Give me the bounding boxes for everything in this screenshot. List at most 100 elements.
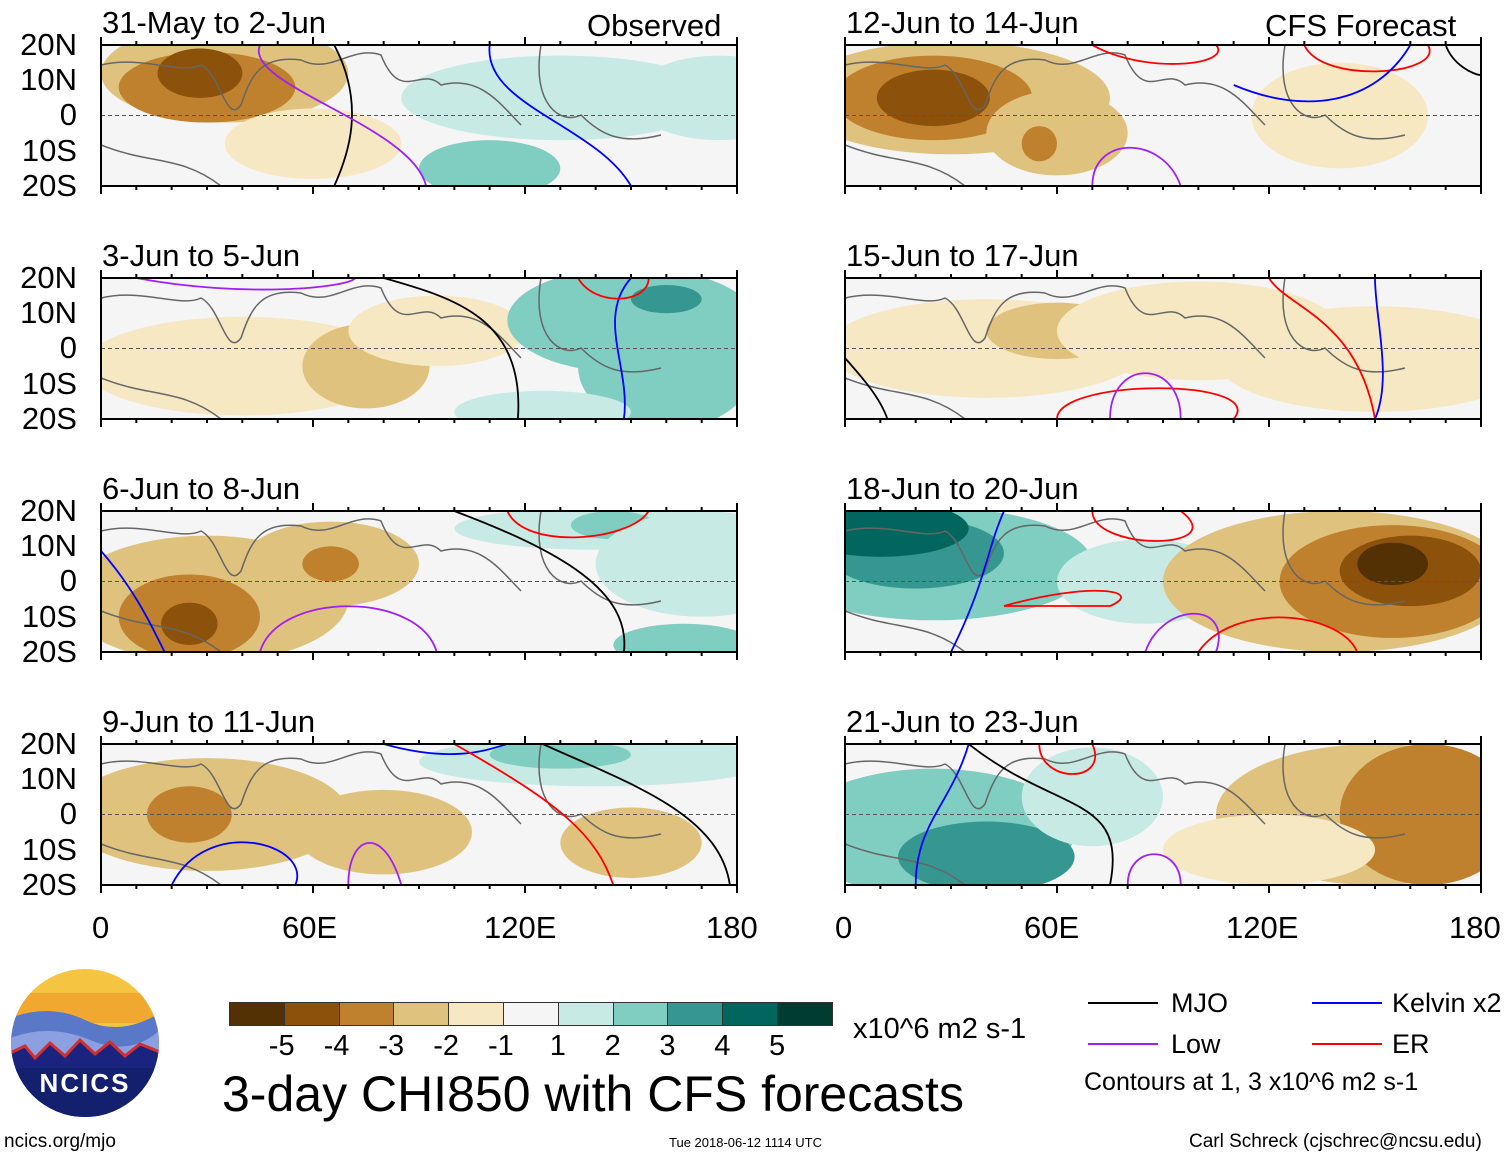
- wave-contour: [845, 357, 889, 419]
- wave-contour: [1109, 372, 1182, 419]
- wave-contour: [170, 841, 299, 885]
- wave-contour: [453, 744, 615, 885]
- anomaly-shading: [454, 390, 631, 419]
- anomaly-shading: [224, 108, 402, 179]
- anomaly-shading: [1339, 744, 1481, 885]
- map-panel: [844, 270, 1482, 427]
- anomaly-shading: [845, 511, 969, 557]
- anomaly-shading: [1251, 62, 1428, 169]
- wave-contour: [101, 550, 166, 652]
- map-panel: [100, 736, 738, 893]
- y-tick-label: 10S: [21, 831, 77, 867]
- anomaly-shading: [578, 302, 737, 419]
- wave-contour: [968, 744, 1114, 885]
- y-tick-label: 20N: [20, 493, 77, 528]
- observed-column-label: Observed: [587, 8, 722, 43]
- legend-swatch-er: [1312, 1043, 1382, 1045]
- legend-label-kelvin: Kelvin x2: [1392, 988, 1502, 1018]
- x-tick-label: 120E: [1226, 910, 1299, 945]
- wave-contour: [1444, 45, 1481, 76]
- anomaly-shading: [302, 546, 359, 582]
- wave-contour: [542, 744, 731, 885]
- x-tick-label: 60E: [282, 910, 338, 945]
- wave-contour: [1056, 387, 1239, 419]
- author-credit: Carl Schreck (cjschrec@ncsu.edu): [1189, 1131, 1482, 1152]
- timestamp: Tue 2018-06-12 1114 UTC: [669, 1135, 822, 1150]
- anomaly-shading: [986, 90, 1128, 176]
- y-tick-label: 20N: [20, 27, 77, 62]
- colorbar-label: 3: [659, 1030, 676, 1062]
- y-tick-label: 0: [59, 563, 77, 599]
- wave-contour: [506, 511, 650, 539]
- anomaly-shading: [1021, 747, 1163, 847]
- wave-contour: [259, 605, 438, 652]
- colorbar-units: x10^6 m2 s-1: [853, 1013, 1027, 1045]
- panel-title: 15-Jun to 17-Jun: [846, 238, 1079, 273]
- figure-title: 3-day CHI850 with CFS forecasts: [222, 1066, 964, 1122]
- wave-contour: [1091, 146, 1182, 186]
- y-tick-label: 10S: [21, 132, 77, 168]
- colorbar-label: -3: [378, 1030, 405, 1062]
- panel-title: 12-Jun to 14-Jun: [846, 5, 1079, 40]
- wave-contour: [257, 45, 427, 186]
- forecast-column-label: CFS Forecast: [1265, 8, 1457, 43]
- map-panel: [100, 270, 738, 427]
- colorbar-label: -1: [488, 1030, 514, 1062]
- colorbar-swatch: [667, 1002, 724, 1026]
- anomaly-shading: [401, 55, 720, 141]
- legend-swatch-mjo: [1088, 1002, 1158, 1004]
- wave-contour: [1038, 744, 1096, 775]
- anomaly-shading: [613, 623, 737, 652]
- colorbar-swatch: [503, 1002, 559, 1026]
- x-tick-label: 60E: [1024, 910, 1080, 945]
- legend-label-mjo: MJO: [1171, 988, 1228, 1018]
- svg-text:NCICS: NCICS: [40, 1068, 131, 1098]
- y-tick-label: 0: [59, 97, 77, 133]
- wave-contour: [1091, 511, 1194, 542]
- colorbar-label: 2: [604, 1030, 621, 1062]
- wave-contour: [383, 744, 508, 755]
- panel-title: 21-Jun to 23-Jun: [846, 704, 1079, 739]
- wave-contour: [914, 744, 970, 885]
- map-panel: [100, 37, 738, 194]
- colorbar-label: -5: [268, 1030, 295, 1062]
- x-tick-label: 0: [92, 910, 110, 945]
- y-tick-label: 0: [59, 330, 77, 366]
- wave-contour: [1233, 45, 1412, 103]
- y-tick-label: 0: [59, 796, 77, 832]
- colorbar-label: -4: [323, 1030, 350, 1062]
- wave-contour: [1144, 612, 1220, 652]
- anomaly-shading: [631, 55, 737, 141]
- anomaly-shading: [560, 807, 702, 878]
- legend-contour-note: Contours at 1, 3 x10^6 m2 s-1: [1084, 1068, 1419, 1096]
- y-tick-label: 10N: [20, 62, 77, 98]
- anomaly-shading: [1216, 306, 1481, 412]
- wave-contour: [1374, 278, 1384, 419]
- anomaly-shading: [157, 48, 243, 98]
- y-tick-label: 20N: [20, 726, 77, 761]
- colorbar-swatch: [777, 1002, 833, 1026]
- colorbar-swatch: [722, 1002, 778, 1026]
- x-tick-label: 180: [706, 910, 758, 945]
- colorbar-swatch: [338, 1002, 395, 1026]
- legend-swatch-kelvin: [1312, 1002, 1382, 1004]
- wave-contour: [333, 45, 353, 186]
- map-panel: [844, 37, 1482, 194]
- anomaly-shading: [595, 511, 737, 617]
- colorbar-swatch: [393, 1002, 450, 1026]
- wave-contour: [488, 45, 632, 186]
- ncics-url[interactable]: ncics.org/mjo: [4, 1131, 116, 1152]
- wave-contour: [383, 278, 520, 419]
- x-tick-label: 120E: [484, 910, 557, 945]
- x-tick-label: 0: [835, 910, 853, 945]
- map-panel: [100, 503, 738, 660]
- anomaly-shading: [348, 295, 525, 367]
- wave-contour: [1197, 616, 1359, 652]
- wave-contour: [1091, 45, 1220, 65]
- anomaly-shading: [419, 140, 561, 186]
- anomaly-shading: [631, 285, 702, 314]
- wave-contour: [1268, 278, 1376, 419]
- anomaly-shading: [1357, 542, 1428, 586]
- map-panel: [844, 736, 1482, 893]
